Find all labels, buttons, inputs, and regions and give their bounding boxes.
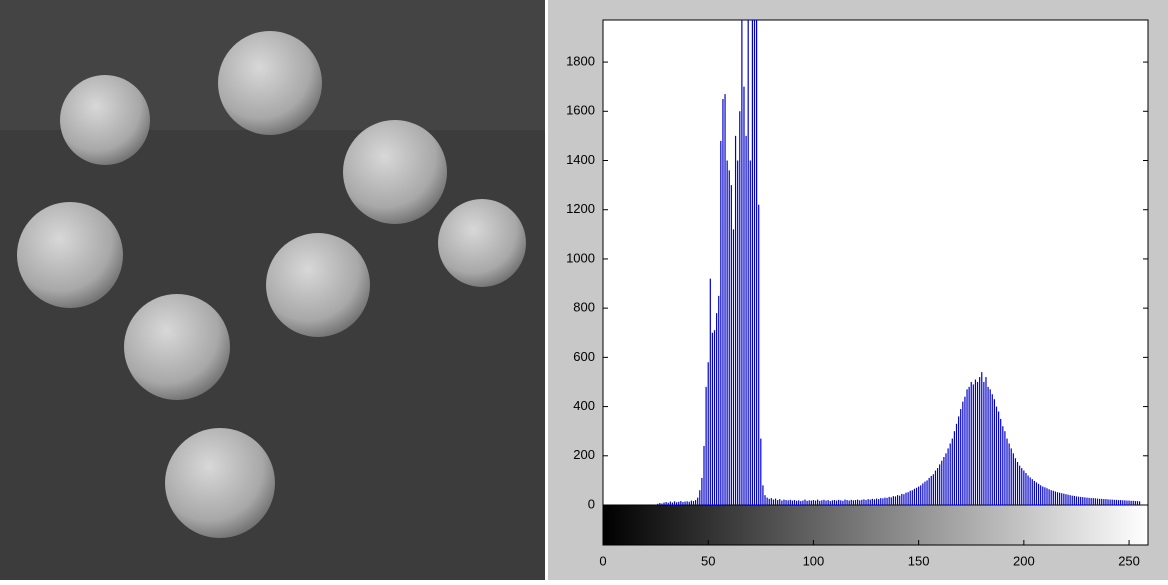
y-tick-label: 800 bbox=[573, 300, 595, 315]
screen: 0 200 400 600 800 1000 1200 1400 1600 1800 0 50 100 1… bbox=[0, 0, 1168, 580]
y-tick-label: 1800 bbox=[566, 54, 595, 69]
y-tick-label: 200 bbox=[573, 447, 595, 462]
y-tick-label: 600 bbox=[573, 349, 595, 364]
x-tick-label: 100 bbox=[803, 553, 825, 568]
x-tick-label: 150 bbox=[908, 553, 930, 568]
axes bbox=[603, 20, 1148, 505]
x-tick-label: 200 bbox=[1013, 553, 1035, 568]
x-tick-label: 50 bbox=[701, 553, 715, 568]
coins-photo bbox=[0, 0, 545, 580]
x-tick-label: 250 bbox=[1118, 553, 1140, 568]
colorbar bbox=[603, 505, 1148, 545]
y-tick-label: 400 bbox=[573, 398, 595, 413]
x-tick-label: 0 bbox=[599, 553, 606, 568]
y-tick-label: 1600 bbox=[566, 103, 595, 118]
y-tick-label: 1200 bbox=[566, 201, 595, 216]
y-tick-label: 0 bbox=[588, 496, 595, 511]
y-tick-label: 1000 bbox=[566, 250, 595, 265]
y-tick-label: 1400 bbox=[566, 152, 595, 167]
